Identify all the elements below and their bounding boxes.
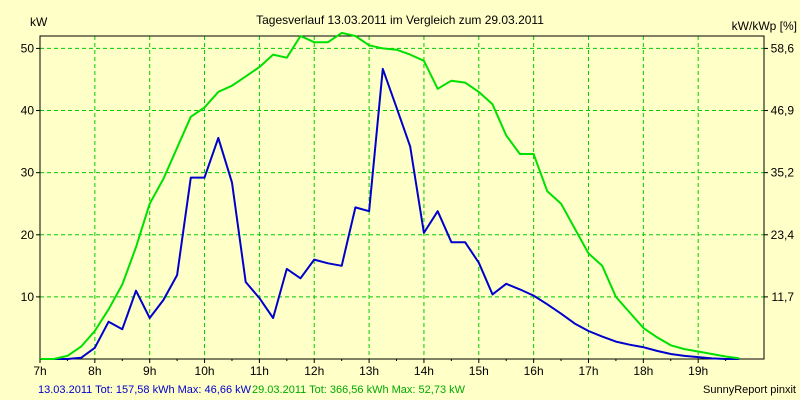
tick-layer: 7h 8h 9h 10h 11h 12h 13h 14h 15h 16h 17h 18h 19h 10 11… bbox=[21, 41, 795, 378]
y-left-tick-label: 10 bbox=[21, 290, 35, 304]
x-tick-label: 15h bbox=[469, 364, 489, 378]
right-axis-unit-label: kW/kWp [%] bbox=[732, 19, 797, 33]
series1-summary: 13.03.2011 Tot: 157,58 kWh Max: 46,66 kW bbox=[38, 384, 252, 396]
x-tick-label: 13h bbox=[359, 364, 379, 378]
credit-text: SunnyReport pinxit bbox=[703, 384, 796, 396]
x-tick-label: 7h bbox=[33, 364, 46, 378]
x-tick-label: 8h bbox=[88, 364, 101, 378]
x-tick-label: 12h bbox=[304, 364, 324, 378]
left-axis-unit-label: kW bbox=[30, 15, 48, 29]
x-tick-label: 18h bbox=[633, 364, 653, 378]
x-tick-label: 14h bbox=[414, 364, 434, 378]
y-right-tick-label: 35,2 bbox=[771, 166, 795, 180]
x-tick-label: 17h bbox=[578, 364, 598, 378]
y-right-tick-label: 58,6 bbox=[771, 41, 795, 55]
series-line-2 bbox=[40, 31, 740, 360]
y-right-tick-label: 46,9 bbox=[771, 104, 795, 118]
y-right-tick-label: 23,4 bbox=[771, 228, 795, 242]
series-layer bbox=[40, 31, 740, 360]
x-tick-label: 11h bbox=[250, 364, 269, 378]
x-tick-label: 19h bbox=[688, 364, 708, 378]
series2-summary: 29.03.2011 Tot: 366,56 kWh Max: 52,73 kW bbox=[252, 384, 466, 396]
y-right-tick-label: 11,7 bbox=[772, 290, 795, 304]
series-line-1 bbox=[40, 67, 740, 360]
grid-layer bbox=[40, 36, 764, 359]
plot-frame bbox=[39, 35, 765, 360]
x-tick-label: 16h bbox=[524, 364, 544, 378]
x-tick-label: 9h bbox=[143, 364, 156, 378]
y-left-tick-label: 30 bbox=[21, 166, 35, 180]
x-tick-label: 10h bbox=[195, 364, 215, 378]
y-left-tick-label: 40 bbox=[21, 104, 35, 118]
y-left-tick-label: 20 bbox=[21, 228, 35, 242]
chart-title: Tagesverlauf 13.03.2011 im Vergleich zum… bbox=[256, 13, 544, 27]
y-left-tick-label: 50 bbox=[21, 41, 35, 55]
